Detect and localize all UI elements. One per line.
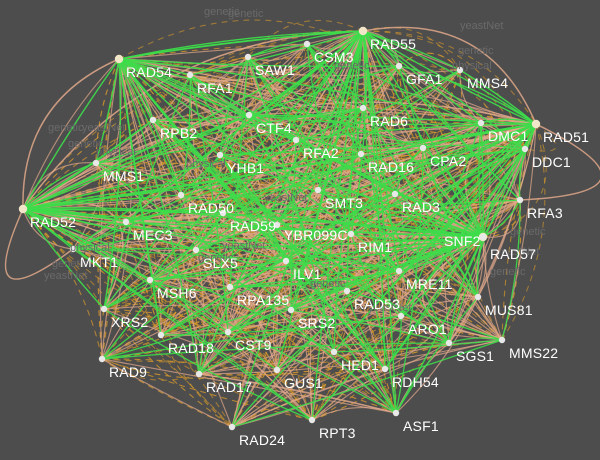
- graph-node[interactable]: [292, 136, 300, 144]
- graph-node[interactable]: [69, 245, 77, 253]
- graph-node[interactable]: [92, 159, 100, 167]
- graph-node[interactable]: [531, 119, 541, 129]
- graph-node[interactable]: [381, 365, 389, 373]
- graph-node[interactable]: [98, 355, 106, 363]
- graph-node[interactable]: [474, 293, 482, 301]
- graph-node[interactable]: [192, 246, 200, 254]
- graph-node[interactable]: [343, 287, 351, 295]
- graph-node[interactable]: [122, 218, 130, 226]
- graph-node[interactable]: [397, 312, 405, 320]
- graph-node[interactable]: [395, 62, 403, 70]
- graph-node[interactable]: [226, 283, 234, 291]
- graph-node[interactable]: [395, 267, 403, 275]
- graph-node[interactable]: [456, 66, 464, 74]
- graph-node[interactable]: [146, 276, 154, 284]
- graph-node[interactable]: [521, 145, 529, 153]
- graph-node[interactable]: [330, 348, 338, 356]
- graph-node[interactable]: [195, 370, 203, 378]
- graph-node[interactable]: [303, 40, 311, 48]
- graph-node[interactable]: [273, 366, 281, 374]
- graph-node[interactable]: [100, 305, 108, 313]
- graph-node[interactable]: [149, 116, 157, 124]
- graph-node[interactable]: [391, 190, 399, 198]
- graph-node[interactable]: [219, 209, 227, 217]
- graph-node[interactable]: [244, 53, 252, 61]
- graph-node[interactable]: [357, 150, 365, 158]
- graph-node[interactable]: [445, 339, 453, 347]
- graph-node[interactable]: [479, 233, 487, 241]
- graph-node[interactable]: [186, 71, 194, 79]
- graph-node[interactable]: [358, 26, 368, 36]
- graph-node[interactable]: [314, 186, 322, 194]
- graph-node[interactable]: [359, 104, 367, 112]
- graph-node[interactable]: [516, 196, 524, 204]
- graph-node[interactable]: [224, 328, 232, 336]
- graph-node[interactable]: [287, 306, 295, 314]
- graph-node[interactable]: [273, 221, 281, 229]
- graph-node[interactable]: [308, 416, 316, 424]
- graph-node[interactable]: [114, 54, 124, 64]
- graph-node[interactable]: [245, 111, 253, 119]
- graph-node[interactable]: [216, 151, 224, 159]
- graph-node[interactable]: [392, 409, 400, 417]
- graph-node[interactable]: [177, 191, 185, 199]
- graph-node[interactable]: [228, 423, 236, 431]
- graph-node[interactable]: [498, 336, 506, 344]
- graph-node[interactable]: [419, 144, 427, 152]
- graph-node[interactable]: [157, 331, 165, 339]
- graph-node[interactable]: [282, 257, 290, 265]
- graph-node[interactable]: [347, 230, 355, 238]
- graph-node[interactable]: [477, 119, 485, 127]
- graph-node[interactable]: [18, 204, 28, 214]
